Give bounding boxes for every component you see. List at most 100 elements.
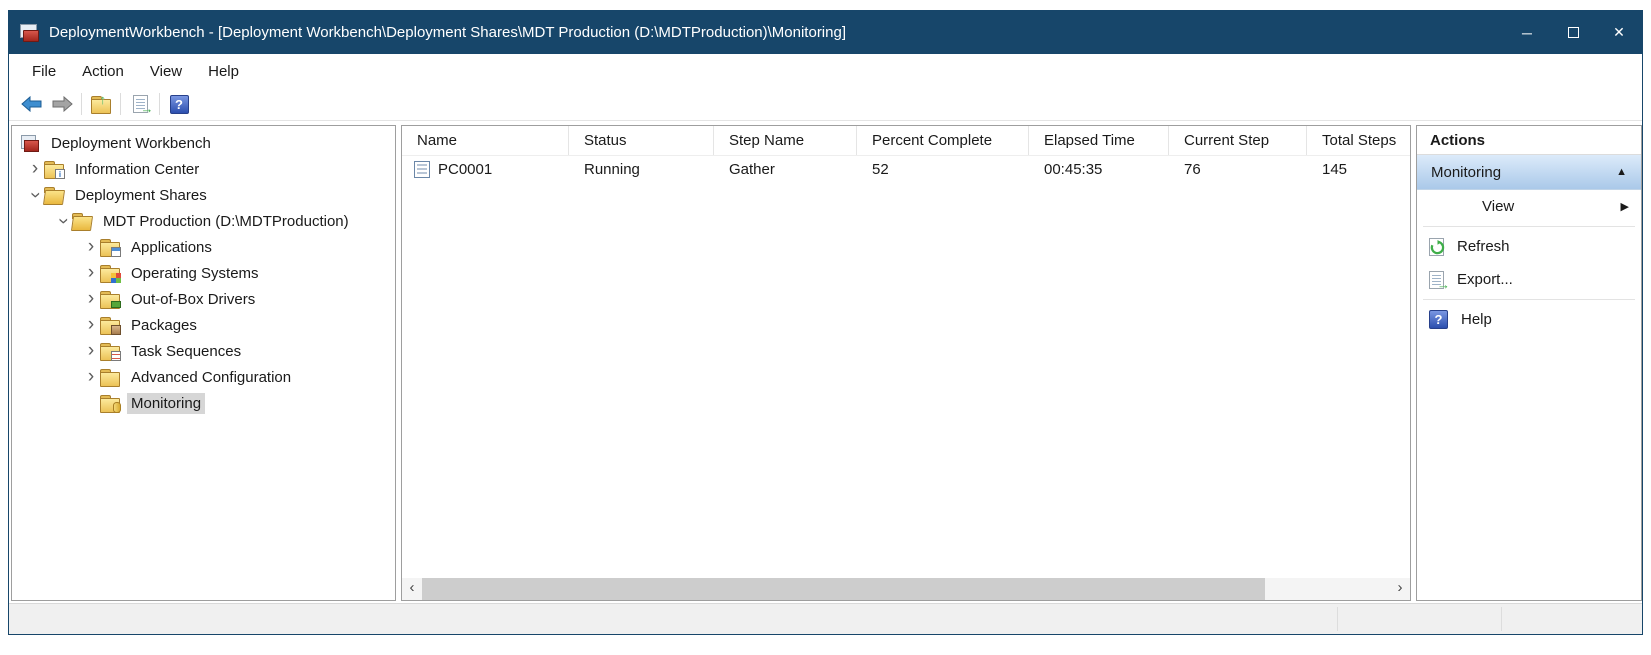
actions-pane-title: Actions (1417, 126, 1641, 155)
folder-task-icon (100, 343, 121, 361)
folder-package-icon (100, 317, 121, 335)
tree-item-information-center[interactable]: Information Center (12, 156, 395, 182)
folder-driver-icon (100, 291, 121, 309)
chevron-right-icon[interactable] (82, 265, 100, 281)
tree-item-label: Operating Systems (131, 264, 259, 282)
folder-monitoring-icon (100, 395, 121, 413)
chevron-right-icon[interactable] (82, 369, 100, 385)
column-header-status[interactable]: Status (569, 126, 714, 155)
cell-total-steps: 145 (1307, 156, 1410, 183)
cell-value: 76 (1184, 161, 1201, 178)
tree-item-applications[interactable]: Applications (12, 234, 395, 260)
folder-open-icon (72, 213, 92, 229)
help-button[interactable] (164, 91, 194, 117)
action-label: Export... (1457, 271, 1513, 288)
action-label: Help (1461, 311, 1492, 328)
cell-value: 00:45:35 (1044, 161, 1103, 178)
tree-item-mdt-production[interactable]: MDT Production (D:\MDTProduction) (12, 208, 395, 234)
scrollbar-thumb[interactable] (422, 578, 1265, 600)
tree-item-label: Packages (131, 316, 197, 334)
chevron-right-icon[interactable] (82, 239, 100, 255)
menu-help[interactable]: Help (208, 62, 239, 80)
menu-view[interactable]: View (149, 62, 183, 80)
table-row[interactable]: PC0001 Running Gather 52 00:45:35 76 145 (402, 156, 1410, 183)
cell-step-name: Gather (714, 156, 857, 183)
scroll-left-arrow[interactable]: ‹ (409, 579, 415, 596)
cell-value: PC0001 (438, 161, 493, 178)
folder-os-icon (100, 265, 121, 283)
forward-button[interactable] (47, 91, 77, 117)
help-icon (1429, 310, 1448, 329)
chevron-down-icon[interactable] (54, 213, 72, 229)
horizontal-scrollbar[interactable]: ‹ › (402, 578, 1410, 600)
tree-item-packages[interactable]: Packages (12, 312, 395, 338)
tree-item-label: Deployment Shares (75, 186, 207, 204)
menu-file[interactable]: File (32, 62, 57, 80)
actions-separator (1423, 226, 1635, 227)
action-label: Refresh (1457, 238, 1510, 255)
status-bar (9, 603, 1642, 634)
action-refresh[interactable]: Refresh (1417, 230, 1641, 263)
cell-value: 52 (872, 161, 889, 178)
forward-arrow-icon (52, 96, 73, 112)
console-tree-pane: Deployment Workbench Information Center … (11, 125, 396, 601)
column-header-name[interactable]: Name (402, 126, 569, 155)
up-one-level-button[interactable]: → (86, 91, 116, 117)
action-help[interactable]: Help (1417, 303, 1641, 336)
chevron-down-icon[interactable] (26, 187, 44, 203)
collapse-arrow-icon[interactable] (1616, 166, 1627, 178)
export-list-button[interactable] (125, 91, 155, 117)
tree-item-label: MDT Production (D:\MDTProduction) (103, 212, 349, 230)
cell-value: Gather (729, 161, 775, 178)
column-header-total-steps[interactable]: Total Steps (1307, 126, 1410, 155)
actions-group-label: Monitoring (1431, 163, 1502, 181)
folder-up-icon: → (91, 94, 111, 114)
menu-action[interactable]: Action (82, 62, 124, 80)
column-label: Step Name (729, 132, 805, 149)
tree-item-operating-systems[interactable]: Operating Systems (12, 260, 395, 286)
maximize-button[interactable] (1550, 11, 1596, 54)
chevron-right-icon[interactable] (82, 317, 100, 333)
back-button[interactable] (17, 91, 47, 117)
column-header-elapsed-time[interactable]: Elapsed Time (1029, 126, 1169, 155)
column-label: Total Steps (1322, 132, 1397, 149)
column-header-percent-complete[interactable]: Percent Complete (857, 126, 1029, 155)
close-button[interactable] (1596, 11, 1642, 54)
actions-group-monitoring[interactable]: Monitoring (1417, 155, 1641, 190)
tree-item-label: Applications (131, 238, 212, 256)
chevron-right-icon[interactable] (82, 343, 100, 359)
tree-item-advanced-configuration[interactable]: Advanced Configuration (12, 364, 395, 390)
cell-percent-complete: 52 (857, 156, 1029, 183)
folder-info-icon (44, 161, 65, 179)
window-controls (1504, 11, 1642, 54)
mdt-toolbox-icon (20, 24, 40, 42)
action-view[interactable]: View (1417, 190, 1641, 223)
folder-application-icon (100, 239, 121, 257)
tree-item-deployment-workbench[interactable]: Deployment Workbench (12, 130, 395, 156)
cell-current-step: 76 (1169, 156, 1307, 183)
window-title: DeploymentWorkbench - [Deployment Workbe… (49, 24, 846, 41)
chevron-right-icon[interactable] (82, 291, 100, 307)
cell-value: Running (584, 161, 640, 178)
minimize-button[interactable] (1504, 11, 1550, 54)
tree-item-task-sequences[interactable]: Task Sequences (12, 338, 395, 364)
statusbar-divider (1501, 607, 1502, 631)
folder-plain-icon (100, 369, 120, 387)
toolbar-separator (159, 93, 160, 115)
folder-open-icon (44, 187, 64, 203)
cell-elapsed-time: 00:45:35 (1029, 156, 1169, 183)
action-label: View (1482, 198, 1515, 215)
tree-item-deployment-shares[interactable]: Deployment Shares (12, 182, 395, 208)
tree-item-label: Task Sequences (131, 342, 242, 360)
column-header-step-name[interactable]: Step Name (714, 126, 857, 155)
column-label: Elapsed Time (1044, 132, 1135, 149)
scroll-right-arrow[interactable]: › (1397, 579, 1403, 596)
tree-item-out-of-box-drivers[interactable]: Out-of-Box Drivers (12, 286, 395, 312)
cell-name: PC0001 (402, 156, 569, 183)
help-icon (169, 94, 189, 114)
column-header-current-step[interactable]: Current Step (1169, 126, 1307, 155)
action-export[interactable]: Export... (1417, 263, 1641, 296)
menu-bar: File Action View Help (9, 54, 1642, 88)
chevron-right-icon[interactable] (26, 161, 44, 177)
tree-item-monitoring[interactable]: Monitoring (12, 390, 395, 416)
